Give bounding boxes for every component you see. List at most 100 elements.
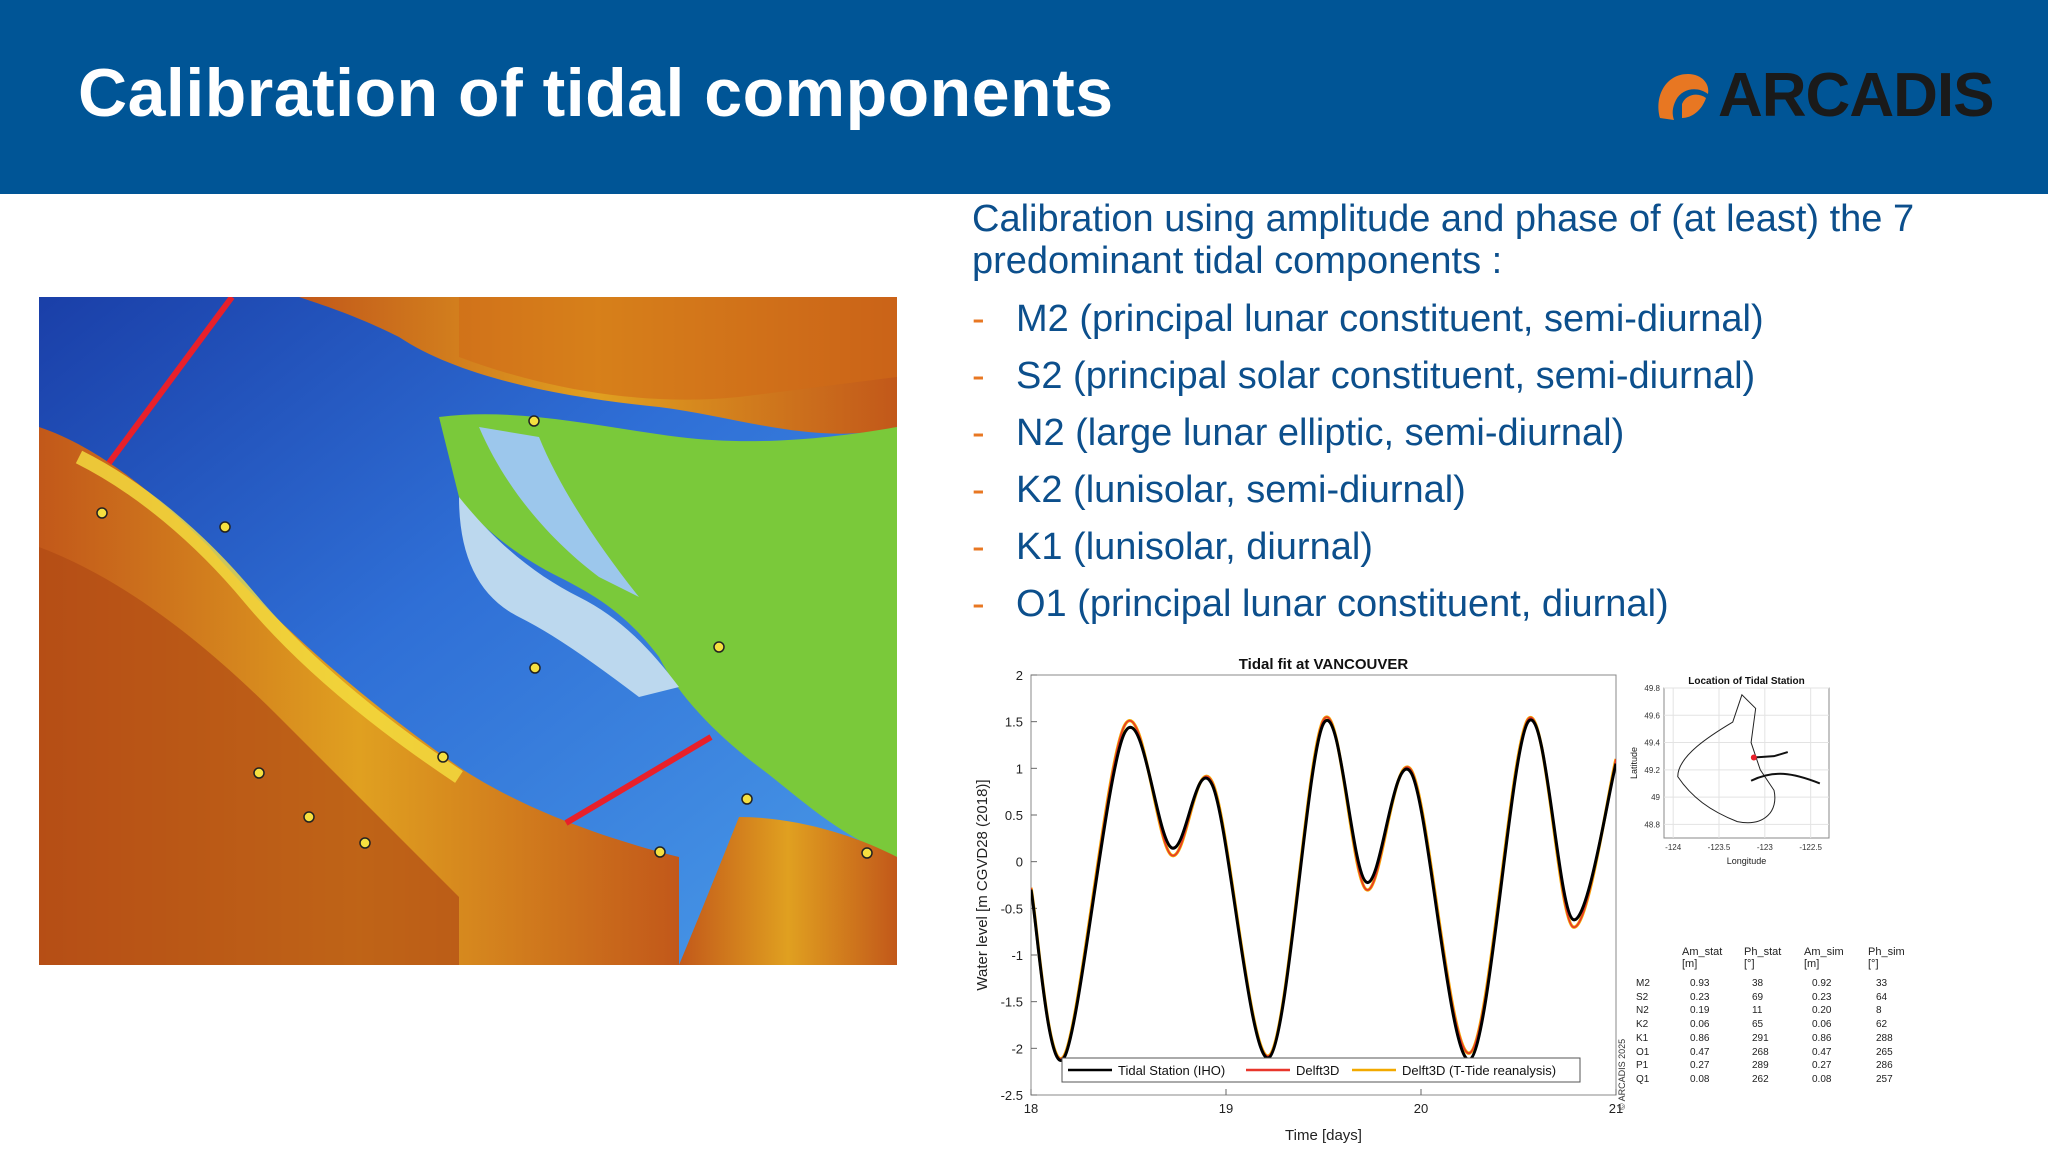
tidal-fit-chart-svg: Tidal fit at VANCOUVER 2 1.5 1 0.5 0 -0.5 -1 -1.… xyxy=(974,656,1623,1144)
inset-y-label: Latitude xyxy=(1629,747,1639,779)
bullet-dash: - xyxy=(972,355,985,397)
bullet-dash: - xyxy=(972,412,985,454)
bathymetry-map xyxy=(39,297,897,965)
table-cell: 0.92 xyxy=(1812,978,1832,989)
tidal-fit-chart: Tidal fit at VANCOUVER 2 1.5 1 0.5 0 -0.5 -1 -1.… xyxy=(966,648,1626,1153)
inset-y-tick: 49.4 xyxy=(1644,739,1660,748)
station-marker xyxy=(1750,754,1757,761)
bullet-item: - S2 (principal solar constituent, semi-d… xyxy=(972,354,2022,411)
chart-title: Tidal fit at VANCOUVER xyxy=(1239,656,1409,673)
copyright-text: © ARCADIS 2025 xyxy=(1617,1039,1627,1110)
table-cell: 0.27 xyxy=(1690,1060,1710,1072)
table-cell: 286 xyxy=(1876,1060,1893,1072)
table-cell: 0.47 xyxy=(1812,1046,1832,1058)
table-cell: 289 xyxy=(1752,1060,1769,1072)
table-cell: 291 xyxy=(1752,1032,1769,1044)
y-tick-label: -1.5 xyxy=(1001,995,1023,1010)
bullet-text: S2 (principal solar constituent, semi-di… xyxy=(1016,355,1756,397)
bullet-item: - K2 (lunisolar, semi-diurnal) xyxy=(972,468,2022,525)
table-cell: 265 xyxy=(1876,1046,1893,1058)
table-cell: 268 xyxy=(1752,1046,1769,1058)
bullet-dash: - xyxy=(972,469,985,511)
y-tick-label: 1.5 xyxy=(1005,715,1023,730)
inset-fraser-river xyxy=(1750,772,1821,785)
table-cell: 38 xyxy=(1752,978,1764,989)
x-tick-label: 19 xyxy=(1219,1101,1233,1116)
y-tick-label: 2 xyxy=(1016,668,1023,683)
table-cell: 0.08 xyxy=(1812,1073,1832,1085)
table-cell: 0.19 xyxy=(1690,1005,1710,1017)
table-cell: 0.86 xyxy=(1812,1032,1832,1044)
table-cell: 0.86 xyxy=(1690,1032,1710,1044)
x-tick-label: 18 xyxy=(1024,1101,1038,1116)
arcadis-logo-mark-icon xyxy=(1658,74,1709,120)
inset-title: Location of Tidal Station xyxy=(1688,676,1804,687)
series-line xyxy=(1031,718,1616,1062)
bullet-item: - K1 (lunisolar, diurnal) xyxy=(972,525,2022,582)
inset-y-tick: 48.8 xyxy=(1644,820,1660,829)
y-axis-label: Water level [m CGVD28 (2018)] xyxy=(974,779,991,990)
legend-box xyxy=(1061,1057,1581,1083)
inset-x-label: Longitude xyxy=(1727,856,1767,866)
table-cell: 65 xyxy=(1752,1019,1764,1031)
table-row-label: Q1 xyxy=(1636,1073,1650,1085)
inset-y-tick: 49.2 xyxy=(1644,766,1660,775)
bullet-dash: - xyxy=(972,298,985,340)
table-cell: 0.23 xyxy=(1812,991,1832,1003)
arcadis-logo: ARCADIS xyxy=(1652,61,1994,130)
bullet-text: M2 (principal lunar constituent, semi-di… xyxy=(1016,298,1764,340)
intro-text: Calibration using amplitude and phase of… xyxy=(972,198,1915,282)
table-cell: 62 xyxy=(1876,1019,1888,1031)
y-tick-label: 0.5 xyxy=(1005,808,1023,823)
table-row-label: M2 xyxy=(1636,978,1650,989)
y-tick-label: 0 xyxy=(1016,855,1023,870)
table-header-cell: Am_stat [m] xyxy=(1682,946,1723,970)
inset-domain-outline xyxy=(1677,693,1776,824)
inset-burrard-inlet xyxy=(1753,751,1789,759)
bullet-text: K2 (lunisolar, semi-diurnal) xyxy=(1016,469,1466,511)
y-tick-label: -1 xyxy=(1011,948,1023,963)
bathymetry-map-image xyxy=(39,297,897,965)
legend-label: Delft3D (T-Tide reanalysis) xyxy=(1402,1063,1556,1078)
tidal-component-list: - M2 (principal lunar constituent, semi-d… xyxy=(972,297,2022,639)
bullet-text: K1 (lunisolar, diurnal) xyxy=(1016,526,1373,568)
table-row-label: P1 xyxy=(1636,1060,1649,1072)
location-inset-svg: Location of Tidal Station 49.8 49.6 49.4 49.… xyxy=(1629,676,1830,866)
table-cell: 0.23 xyxy=(1690,991,1710,1003)
bullet-dash: - xyxy=(972,526,985,568)
table-header-cell: Ph_sim [°] xyxy=(1868,946,1905,970)
y-tick-label: -2.5 xyxy=(1001,1088,1023,1103)
bullet-item: - N2 (large lunar elliptic, semi-diurnal) xyxy=(972,411,2022,468)
table-cell: 0.93 xyxy=(1690,978,1710,989)
table-cell: 288 xyxy=(1876,1032,1893,1044)
y-tick-label: -0.5 xyxy=(1001,901,1023,916)
bullet-item: - O1 (principal lunar constituent, diurna… xyxy=(972,582,2022,639)
table-header-cell: Am_sim [m] xyxy=(1804,946,1844,970)
inset-x-tick: -122.5 xyxy=(1799,843,1822,852)
table-cell: 69 xyxy=(1752,991,1764,1003)
table-cell: 33 xyxy=(1876,978,1888,989)
x-tick-label: 20 xyxy=(1414,1101,1428,1116)
bullet-item: - M2 (principal lunar constituent, semi-d… xyxy=(972,297,2022,354)
x-tick-label: 21 xyxy=(1609,1101,1623,1116)
y-tick-label: 1 xyxy=(1016,761,1023,776)
table-row-label: K1 xyxy=(1636,1032,1649,1044)
table-cell: 64 xyxy=(1876,991,1888,1003)
table-cell: 262 xyxy=(1752,1073,1769,1085)
legend-label: Delft3D xyxy=(1296,1063,1339,1078)
x-axis-label: Time [days] xyxy=(1285,1127,1362,1144)
chart-legend: Tidal Station (IHO) Delft3D Delft3D (T-Tid… xyxy=(1061,1057,1581,1083)
header-bar: Calibration of tidal components ARCADIS xyxy=(0,0,2048,194)
logo-text: ARCADIS xyxy=(1718,61,1994,130)
inset-plot-area xyxy=(1663,687,1830,839)
inset-y-tick: 49.8 xyxy=(1644,684,1660,693)
table-row-label: S2 xyxy=(1636,991,1649,1003)
inset-x-tick: -123.5 xyxy=(1708,843,1731,852)
table-cell: 0.20 xyxy=(1812,1005,1832,1017)
copyright-vertical: © ARCADIS 2025 xyxy=(1617,1039,1627,1110)
table-cell: 0.06 xyxy=(1690,1019,1710,1031)
table-row-label: K2 xyxy=(1636,1019,1649,1031)
table-cell: 257 xyxy=(1876,1073,1893,1085)
table-row-label: O1 xyxy=(1636,1046,1650,1058)
table-cell: 11 xyxy=(1752,1005,1763,1017)
